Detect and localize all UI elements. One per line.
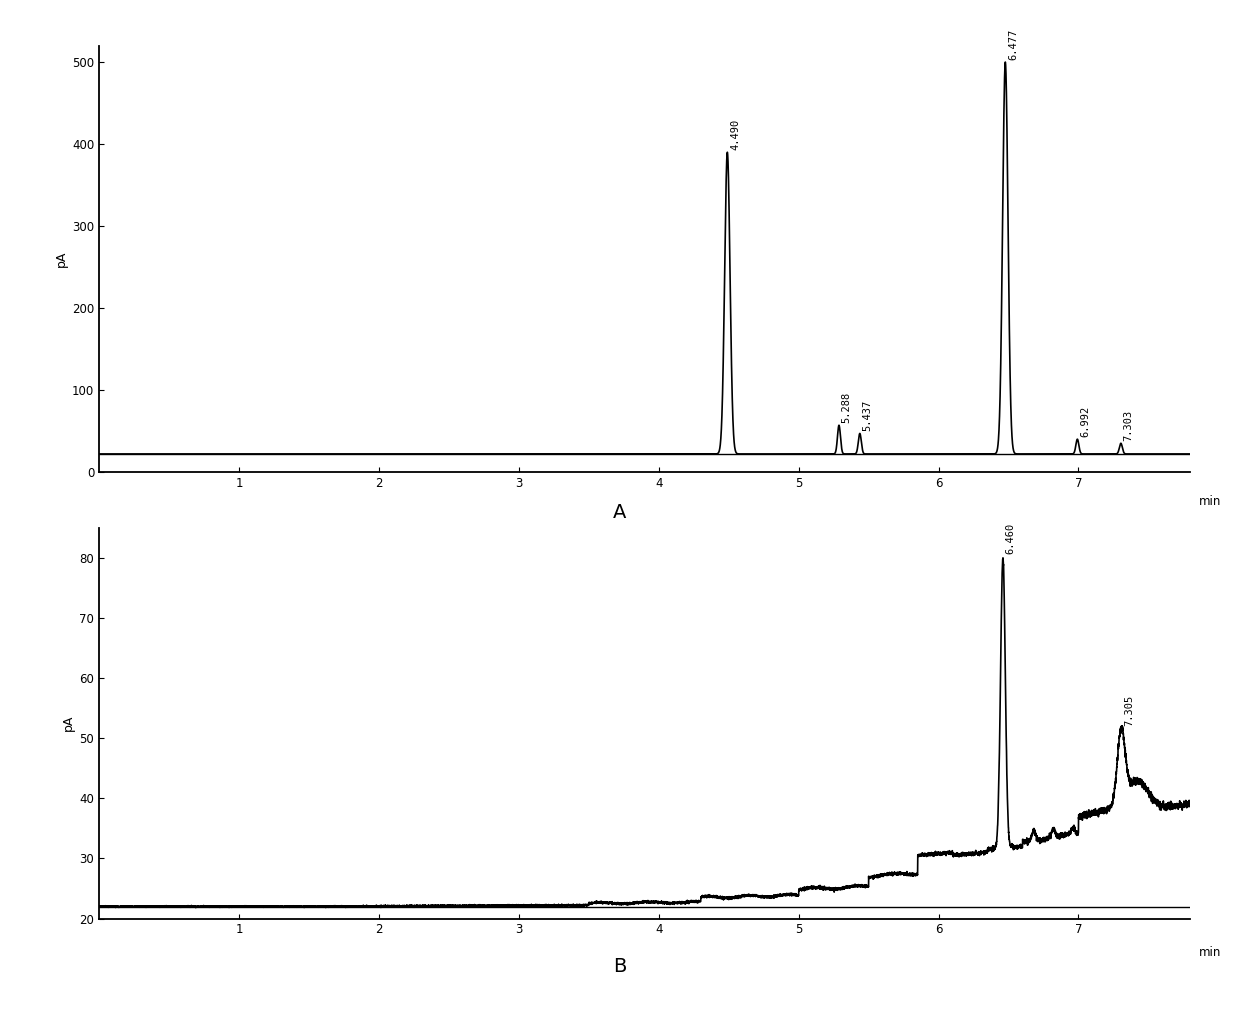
Y-axis label: pA: pA [55, 251, 68, 267]
Y-axis label: pA: pA [62, 715, 76, 732]
Text: 6.477: 6.477 [1008, 28, 1018, 60]
Text: 6.460: 6.460 [1006, 523, 1016, 554]
Text: 7.303: 7.303 [1123, 410, 1133, 442]
Text: A: A [614, 503, 626, 522]
Text: 5.288: 5.288 [842, 392, 852, 423]
Text: 4.490: 4.490 [730, 119, 740, 150]
Text: 6.992: 6.992 [1080, 406, 1090, 437]
Text: 7.305: 7.305 [1123, 694, 1133, 726]
Text: B: B [614, 957, 626, 975]
Text: min: min [1199, 495, 1221, 509]
Text: 5.437: 5.437 [863, 400, 873, 431]
Text: min: min [1199, 946, 1221, 959]
